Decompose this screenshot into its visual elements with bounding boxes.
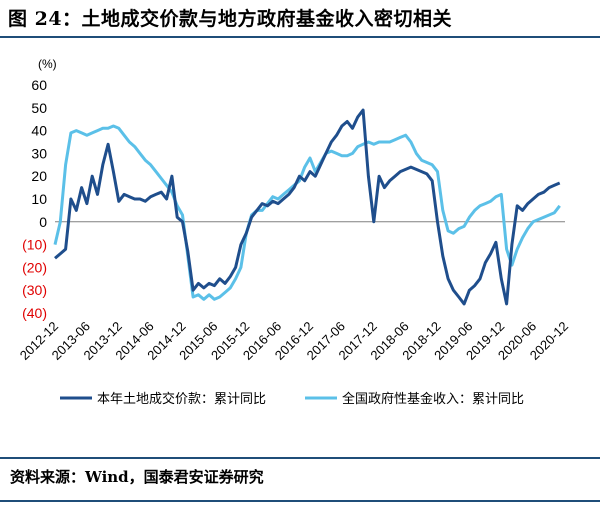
y-axis: 60 50 40 30 20 10 0 (10) (20) (30) (40)	[22, 77, 47, 321]
series-line-1	[54, 108, 561, 306]
y-tick-label: (10)	[22, 237, 47, 253]
x-axis: 2012-122013-062013-122014-062014-122015-…	[17, 221, 571, 363]
legend-label-series1: 本年土地成交价款：累计同比	[97, 391, 266, 407]
legend: 本年土地成交价款：累计同比 全国政府性基金收入：累计同比	[60, 391, 524, 407]
source-note: 资料来源：Wind，国泰君安证券研究	[10, 468, 264, 486]
y-tick-label: 20	[31, 168, 47, 184]
footer-rule	[0, 457, 600, 459]
bottom-rule	[0, 500, 600, 502]
y-tick-label: 30	[31, 145, 47, 161]
y-tick-label: 40	[31, 123, 47, 139]
top-rule	[0, 36, 600, 38]
line-chart: (%) 60 50 40 30 20 10 0 (10) (20) (30) (40) 2012-1…	[17, 57, 571, 407]
unit-label: (%)	[38, 57, 57, 71]
y-tick-label: (40)	[22, 305, 47, 321]
figure-title: 图 24：土地成交价款与地方政府基金收入密切相关	[8, 8, 453, 30]
y-tick-label: (30)	[22, 282, 47, 298]
series-line-2	[53, 124, 561, 301]
y-tick-label: 60	[31, 77, 47, 93]
y-tick-label: 10	[31, 191, 47, 207]
y-tick-label: 0	[39, 214, 47, 230]
y-tick-label: (20)	[22, 259, 47, 275]
legend-label-series2: 全国政府性基金收入：累计同比	[342, 391, 524, 407]
series-lines	[53, 108, 561, 306]
y-tick-label: 50	[31, 100, 47, 116]
